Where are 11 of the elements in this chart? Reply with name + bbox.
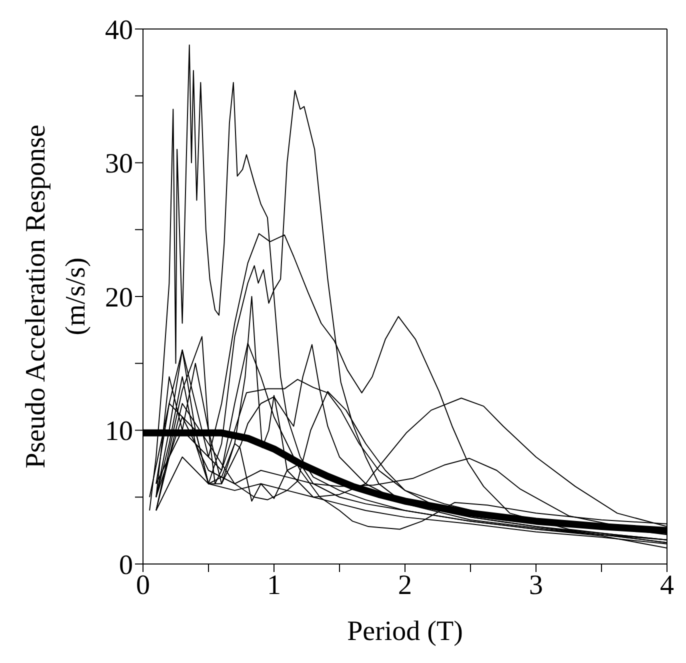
x-tick-label: 1: [267, 570, 281, 601]
y-tick-label: 0: [119, 550, 133, 581]
x-tick-label: 4: [660, 570, 674, 601]
y-tick-label: 20: [105, 282, 133, 314]
y-tick-label: 30: [105, 148, 133, 180]
y-tick-label: 40: [105, 14, 133, 46]
x-tick-label: 3: [529, 570, 543, 601]
y-axis-title: Pseudo Acceleration Response (m/s/s): [20, 124, 92, 468]
y-tick-label: 10: [105, 416, 133, 448]
x-tick-label: 2: [398, 570, 412, 601]
x-axis-title: Period (T): [347, 616, 463, 647]
